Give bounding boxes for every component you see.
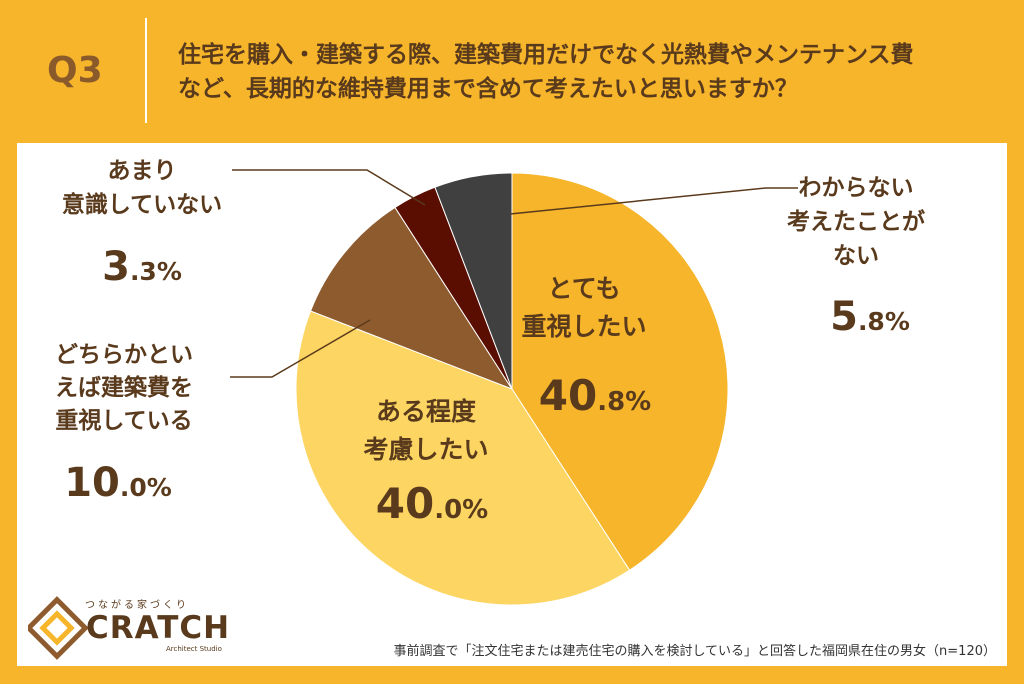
header-divider	[145, 18, 147, 123]
slice-percent-dont-know: 5.8%	[830, 294, 910, 340]
slice-label-somewhat-consider: 考慮したい	[363, 435, 488, 464]
slice-label-very-important: とても	[547, 274, 620, 303]
slice-percent-very-important: 40.8%	[539, 371, 651, 420]
leader-line-not-aware	[232, 169, 426, 206]
logo-name: CRATCH	[86, 610, 231, 646]
slice-label-dont-know: 考えたことが	[787, 208, 925, 235]
slice-percent-not-aware: 3.3%	[102, 244, 182, 290]
cratch-logo-mark	[28, 596, 89, 660]
question-line-1: 住宅を購入・建築する際、建築費用だけでなく光熱費やメンテナンス費	[178, 42, 914, 68]
leader-line-dont-know	[509, 187, 798, 215]
slice-label-not-aware: あまり	[108, 158, 177, 184]
slice-label-not-aware: 意識していない	[62, 191, 222, 218]
slice-label-prioritize-construction-cost: どちらかとい	[55, 342, 193, 368]
slice-percent-somewhat-consider: 40.0%	[376, 479, 488, 528]
pie-slice-prioritize-construction-cost	[309, 206, 514, 391]
leader-line-prioritize-construction-cost	[230, 319, 371, 378]
question-text: 住宅を購入・建築する際、建築費用だけでなく光熱費やメンテナンス費 など、長期的な…	[178, 38, 998, 106]
slice-label-prioritize-construction-cost: 重視している	[55, 408, 192, 434]
slice-label-dont-know: ない	[833, 243, 879, 269]
slice-label-somewhat-consider: ある程度	[376, 397, 476, 426]
pie-slice-very-important	[511, 172, 729, 571]
pie-slice-somewhat-consider	[295, 310, 631, 606]
question-number: Q3	[47, 50, 103, 91]
slice-percent-prioritize-construction-cost: 10.0%	[64, 460, 172, 506]
pie-slice-dont-know	[434, 172, 513, 390]
slice-label-very-important: 重視したい	[521, 312, 646, 341]
slice-label-prioritize-construction-cost: えば建築費を	[55, 374, 193, 401]
survey-footnote: 事前調査で「注文住宅または建売住宅の購入を検討している」と回答した福岡県在住の男…	[393, 644, 996, 659]
logo-subtitle: Architect Studio	[166, 645, 222, 653]
slice-label-dont-know: わからない	[799, 175, 914, 201]
logo-tagline: つながる家づくり	[85, 600, 189, 611]
question-line-2: など、長期的な維持費用まで含めて考えたいと思いますか？	[178, 76, 798, 102]
